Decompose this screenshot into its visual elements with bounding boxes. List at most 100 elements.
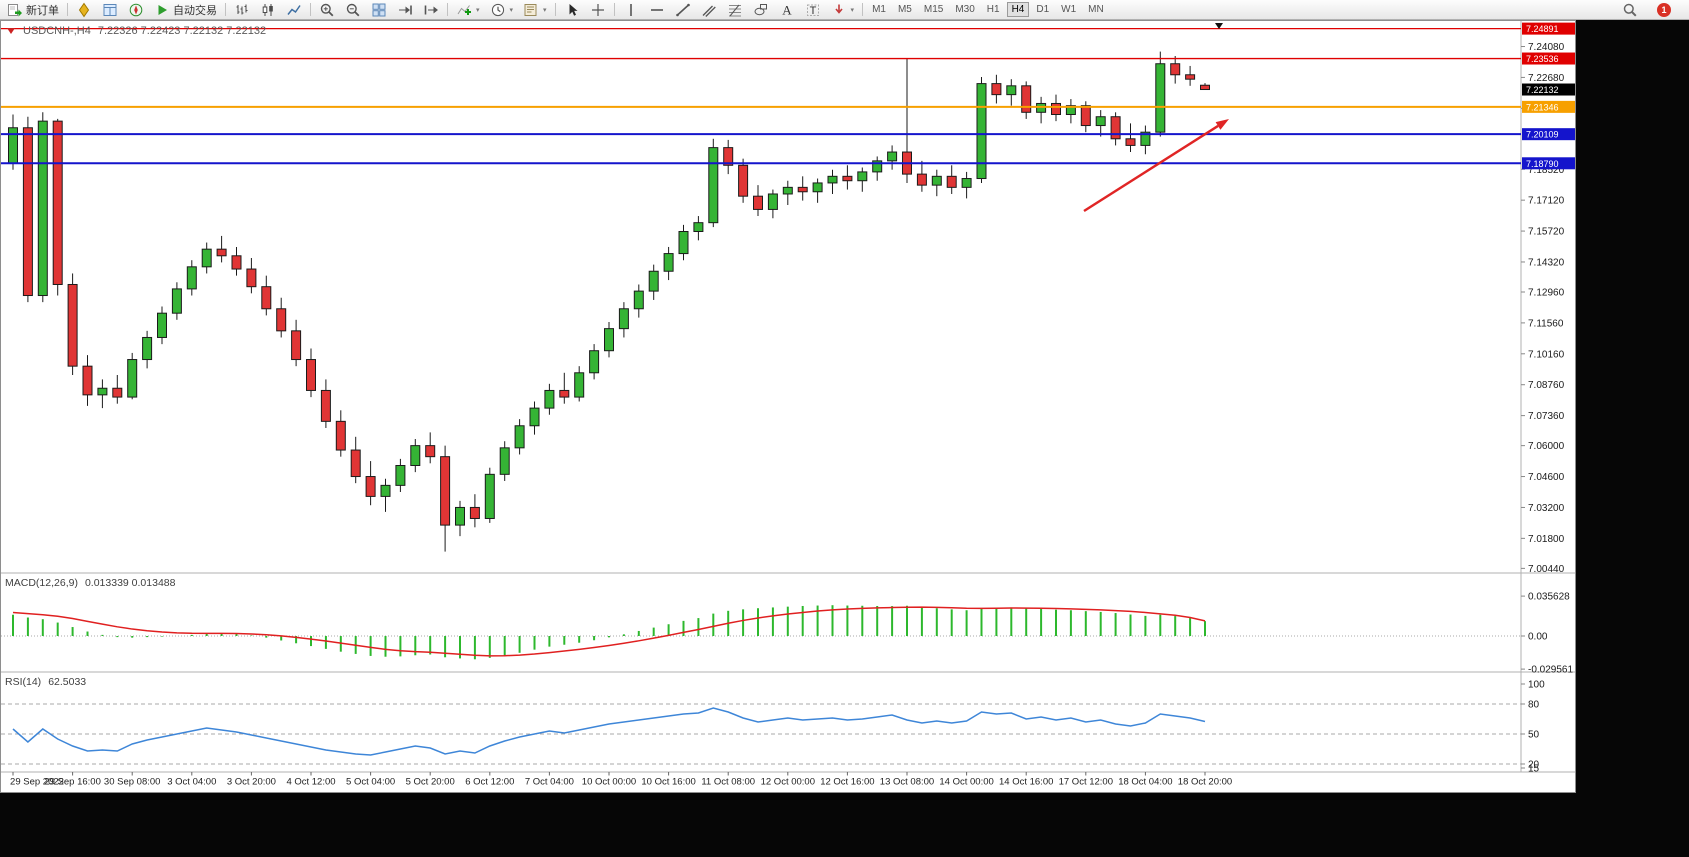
time-axis-label: 13 Oct 08:00	[880, 777, 934, 788]
cursor-button[interactable]	[560, 0, 584, 20]
shapes-button[interactable]	[749, 0, 773, 20]
rsi-value: 62.5033	[48, 676, 87, 688]
timeframe-button-h4[interactable]: H4	[1006, 2, 1030, 17]
text-label-button[interactable]: T	[801, 0, 825, 20]
price-tag-label: 7.18790	[1526, 159, 1559, 169]
vertical-line-button[interactable]	[619, 0, 643, 20]
candle-body	[663, 253, 674, 272]
timeframe-button-w1[interactable]: W1	[1061, 4, 1077, 15]
chart-shift-marker[interactable]	[1215, 23, 1223, 29]
arrows-button[interactable]: ▾	[827, 0, 859, 20]
timeframe-button-h1[interactable]: H1	[986, 4, 1000, 15]
candle-body	[648, 270, 659, 292]
price-axis-label: 7.06000	[1528, 441, 1565, 452]
text-button[interactable]: A	[775, 0, 799, 20]
candle-body	[782, 186, 793, 195]
chart-shift-button[interactable]	[419, 0, 443, 20]
tile-windows-button[interactable]	[367, 0, 391, 20]
candle-body	[767, 193, 778, 210]
price-axis-label: 7.12960	[1528, 287, 1565, 298]
search-button[interactable]	[1618, 0, 1642, 20]
candle-body	[320, 389, 331, 422]
macd-indicator-label: MACD(12,26,9) 0.013339 0.013488	[5, 577, 175, 589]
trendline-icon	[675, 3, 690, 16]
fibonacci-button[interactable]	[723, 0, 747, 20]
trend-arrow-line[interactable]	[1083, 124, 1219, 213]
time-axis-label: 3 Oct 04:00	[167, 777, 216, 788]
price-tag-label: 7.24891	[1526, 24, 1559, 34]
zoom-out-button[interactable]	[341, 0, 365, 20]
candle-body	[827, 175, 838, 184]
navigator-button[interactable]	[124, 0, 148, 20]
auto-trading-icon	[158, 4, 167, 15]
indicators-button[interactable]: ▾	[452, 0, 484, 20]
time-axis-label: 5 Oct 20:00	[406, 777, 455, 788]
toolbar-separator	[67, 3, 68, 16]
macd-values: 0.013339 0.013488	[84, 577, 176, 589]
chart-window-usdcnh[interactable]: 7.240807.226807.212807.185207.171207.157…	[0, 20, 1576, 793]
macd-signal-line	[12, 606, 1206, 657]
svg-text:A: A	[782, 2, 792, 17]
price-axis-label: 7.22680	[1528, 73, 1565, 84]
candle-body	[440, 456, 451, 526]
trendline-button[interactable]	[671, 0, 695, 20]
candle-body	[246, 268, 257, 288]
timeframe-button-m30[interactable]: M30	[955, 4, 975, 15]
timeframe-button-d1[interactable]: D1	[1036, 4, 1050, 15]
auto-scroll-button[interactable]	[393, 0, 417, 20]
price-axis-label: 7.15720	[1528, 227, 1565, 238]
time-axis-label: 7 Oct 04:00	[525, 777, 574, 788]
candle-body	[157, 312, 167, 338]
candle-body	[812, 182, 823, 193]
toolbar-separator	[225, 3, 226, 16]
candle-body	[37, 120, 48, 297]
price-axis-label: 7.04600	[1528, 472, 1565, 483]
candle-body	[633, 290, 644, 310]
data-window-button[interactable]	[98, 0, 122, 20]
candle-body	[887, 151, 898, 162]
chart-ohlc-values: 7.22326 7.22423 7.22132 7.22132	[97, 25, 267, 37]
chart-canvas[interactable]: 7.240807.226807.212807.185207.171207.157…	[1, 21, 1575, 792]
time-axis-label: 12 Oct 00:00	[761, 777, 815, 788]
timeframe-button-m5[interactable]: M5	[897, 4, 912, 15]
bar-chart-button[interactable]	[230, 0, 254, 20]
rsi-scale-label: 50	[1528, 730, 1540, 741]
candle-body	[589, 350, 600, 374]
templates-button[interactable]: ▾	[519, 0, 551, 20]
time-axis-label: 14 Oct 00:00	[939, 777, 993, 788]
timeframe-button-mn[interactable]: MN	[1088, 4, 1104, 15]
rsi-scale-label: 100	[1528, 680, 1545, 691]
rsi-name: RSI(14)	[5, 676, 42, 688]
notification-badge[interactable]: 1	[1657, 2, 1671, 17]
candle-body	[976, 83, 987, 180]
timeframe-button-m1[interactable]: M1	[872, 4, 886, 15]
candle-body	[22, 127, 33, 297]
new-order-icon	[8, 3, 22, 16]
candle-body	[499, 447, 510, 475]
zoom-in-button[interactable]	[315, 0, 339, 20]
line-chart-button[interactable]	[282, 0, 306, 20]
equidistant-channel-button[interactable]	[697, 0, 721, 20]
periods-button[interactable]: ▾	[486, 0, 518, 20]
fibonacci-icon	[728, 4, 741, 16]
auto-trading-button[interactable]: 自动交易	[150, 0, 221, 20]
time-axis-label: 6 Oct 12:00	[465, 777, 514, 788]
candle-body	[8, 127, 18, 164]
candle-body	[276, 308, 287, 332]
price-axis-label: 7.11560	[1528, 318, 1564, 329]
candle-body	[97, 387, 108, 396]
price-axis-label: 7.00440	[1528, 564, 1565, 575]
candle-body	[678, 231, 689, 255]
horizontal-line-button[interactable]	[645, 0, 669, 20]
candle-body	[395, 465, 406, 486]
candle-body	[916, 173, 927, 186]
timeframe-button-m15[interactable]: M15	[923, 4, 944, 15]
candlesticks-button[interactable]	[256, 0, 280, 20]
new-order-button[interactable]: 新订单	[3, 0, 63, 20]
toolbar-separator	[862, 3, 864, 16]
time-axis-label: 11 Oct 08:00	[701, 777, 755, 788]
crosshair-button[interactable]	[586, 0, 610, 20]
market-watch-button[interactable]	[72, 0, 96, 20]
time-axis-label: 18 Oct 20:00	[1178, 777, 1232, 788]
candle-body	[171, 288, 182, 314]
